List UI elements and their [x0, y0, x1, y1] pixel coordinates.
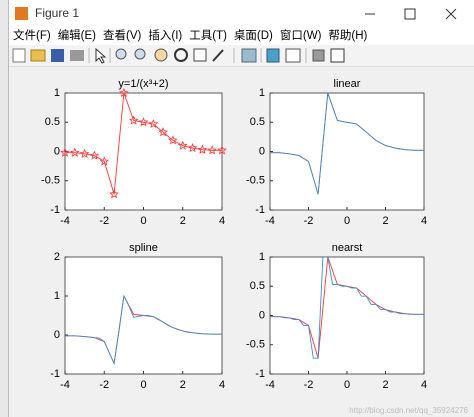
menu-item[interactable]: 桌面(D) [233, 30, 273, 42]
x-tick-label: 2 [382, 215, 388, 227]
window-title: Figure 1 [35, 6, 80, 20]
data-line [270, 93, 424, 195]
y-tick-label: 0 [259, 309, 265, 321]
figure-canvas: y=1/(x³+2) -4 -2 0 2 4 -1 -0.5 0 0.5 1 linear -4 -2 0 2… [41, 78, 427, 391]
star-marker [138, 117, 149, 127]
star-marker [60, 147, 70, 157]
y-tick-label: 1 [54, 87, 60, 99]
x-tick-label: -4 [265, 215, 275, 227]
chart-title: spline [129, 242, 158, 254]
toolbar [9, 45, 474, 67]
menu-item[interactable]: 查看(V) [103, 30, 142, 42]
star-marker [119, 87, 129, 98]
star-marker [109, 189, 119, 199]
axes-background [269, 92, 425, 211]
star-marker [207, 145, 217, 155]
y-tick-label: -0.5 [41, 175, 60, 187]
star-marker [148, 118, 159, 129]
x-tick-label: -4 [265, 379, 275, 391]
figure-area: y=1/(x³+2) -4 -2 0 2 4 -1 -0.5 0 0.5 1 linear -4 -2 0 2… [9, 66, 474, 417]
x-tick-label: 2 [180, 379, 186, 391]
star-marker [89, 150, 100, 160]
star-marker [79, 148, 90, 158]
axes-background [64, 92, 223, 211]
watermark: http://blog.csdn.net/qq_35924276 [349, 406, 468, 415]
chart-title: y=1/(x³+2) [118, 78, 168, 90]
x-tick-label: 0 [140, 379, 146, 391]
star-marker [70, 147, 80, 157]
star-marker [187, 142, 198, 153]
star-marker [177, 140, 188, 150]
y-tick-label: 0.5 [250, 116, 265, 128]
star-marker [99, 156, 110, 166]
y-tick-label: 0.5 [250, 280, 265, 292]
y-tick-label: 1 [259, 87, 265, 99]
x-tick-label: 4 [421, 379, 427, 391]
menu-item[interactable]: 窗口(W) [279, 30, 322, 42]
star-marker [197, 144, 208, 154]
maximize-button[interactable] [404, 8, 416, 20]
background-window [0, 0, 9, 417]
app-icon [15, 7, 28, 20]
y-tick-label: -1 [50, 368, 60, 380]
tool-buttons[interactable] [12, 47, 345, 64]
y-tick-label: 0 [54, 145, 60, 157]
menu-bar: 文件(F) 编辑(E) 查看(V) 插入(I) 工具(T) 桌面(D) 窗口(W) 帮助(H) [9, 27, 474, 45]
x-tick-label: 0 [140, 215, 146, 227]
y-tick-label: -1 [255, 204, 265, 216]
y-tick-label: -1 [255, 368, 265, 380]
y-tick-label: -0.5 [246, 175, 265, 187]
menu-item[interactable]: 工具(T) [189, 30, 227, 42]
x-tick-label: -4 [60, 379, 70, 391]
star-marker [168, 135, 178, 145]
menu-item[interactable]: 编辑(E) [57, 30, 97, 42]
x-tick-label: 4 [421, 215, 427, 227]
y-tick-label: 0.5 [45, 116, 60, 128]
close-button[interactable] [445, 8, 457, 20]
menu-item[interactable]: 插入(I) [148, 30, 183, 42]
y-tick-label: 1 [54, 290, 60, 302]
y-tick-label: -0.5 [246, 339, 265, 351]
axes-background [269, 256, 425, 375]
x-tick-label: 4 [219, 215, 225, 227]
x-tick-label: -2 [99, 379, 109, 391]
toolbar-icons [12, 47, 345, 64]
x-tick-label: 0 [344, 215, 350, 227]
title-bar: Figure 1 [9, 0, 474, 27]
y-tick-label: 0 [259, 145, 265, 157]
star-marker [217, 145, 227, 155]
data-line [270, 257, 424, 359]
x-tick-label: 0 [344, 379, 350, 391]
x-tick-label: 2 [180, 215, 186, 227]
x-tick-label: 4 [219, 379, 225, 391]
title-bar-icons [15, 7, 457, 20]
chart-title: nearst [332, 242, 363, 254]
y-tick-label: 2 [54, 251, 60, 263]
x-tick-label: -2 [99, 215, 109, 227]
x-tick-label: -2 [304, 215, 314, 227]
menu-item[interactable]: 帮助(H) [328, 30, 368, 42]
menu-item[interactable]: 文件(F) [13, 30, 51, 42]
star-marker [158, 127, 168, 137]
data-line [65, 294, 222, 366]
star-marker [128, 115, 139, 125]
x-tick-label: -2 [304, 379, 314, 391]
x-tick-label: -4 [60, 215, 70, 227]
y-tick-label: 0 [54, 329, 60, 341]
chart-title: linear [334, 78, 361, 90]
y-tick-label: 1 [259, 251, 265, 263]
y-tick-label: -1 [50, 204, 60, 216]
x-tick-label: 2 [382, 379, 388, 391]
